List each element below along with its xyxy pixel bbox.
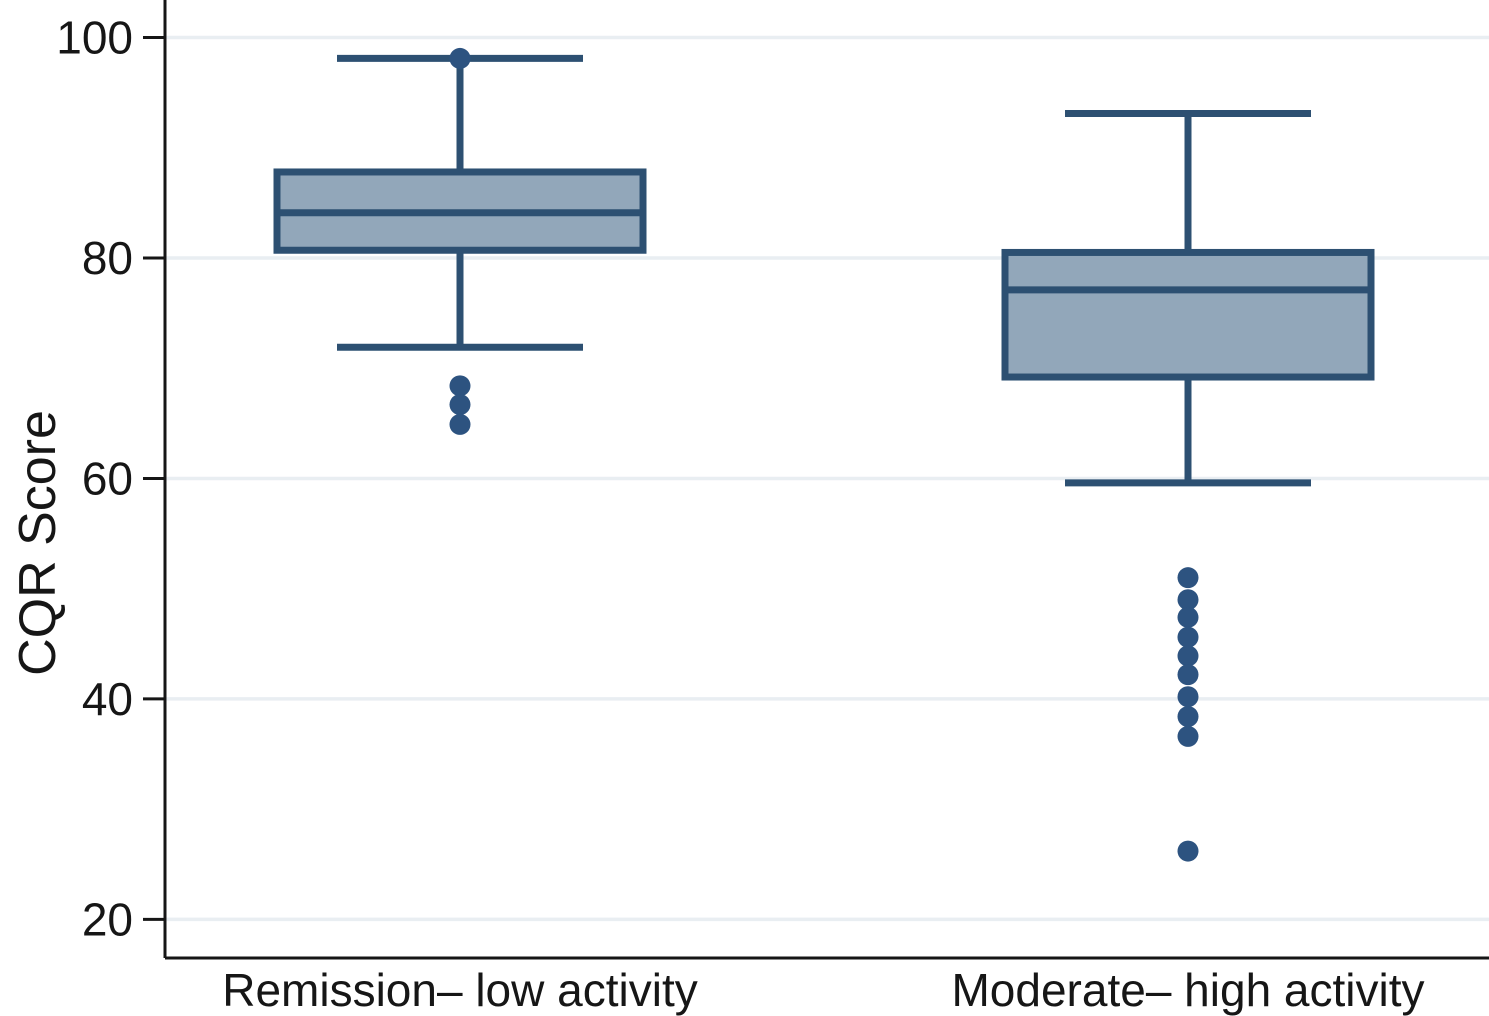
outlier-dot-1-4 [1177, 645, 1199, 667]
outlier-dot-1-5 [1177, 664, 1199, 686]
y-tick-label-80: 80 [82, 232, 133, 284]
outlier-dot-1-8 [1177, 725, 1199, 747]
y-tick-label-20: 20 [82, 893, 133, 945]
outlier-dot-0-2 [449, 394, 471, 416]
outlier-dot-0-3 [449, 413, 471, 435]
x-category-label-0: Remission– low activity [222, 964, 697, 1016]
outlier-dot-1-3 [1177, 626, 1199, 648]
outlier-dot-0-0 [449, 47, 471, 69]
outlier-dot-1-7 [1177, 706, 1199, 728]
x-category-label-1: Moderate– high activity [951, 964, 1424, 1016]
outlier-dot-1-6 [1177, 686, 1199, 708]
outlier-dot-1-2 [1177, 606, 1199, 628]
y-tick-label-60: 60 [82, 452, 133, 504]
outlier-dot-0-1 [449, 375, 471, 397]
outlier-dot-1-9 [1177, 840, 1199, 862]
y-tick-label-100: 100 [56, 11, 133, 63]
outlier-dot-1-1 [1177, 589, 1199, 611]
outlier-dot-1-0 [1177, 567, 1199, 589]
y-axis-title: CQR Score [9, 410, 67, 676]
iqr-box-1 [1001, 248, 1375, 381]
y-tick-label-40: 40 [82, 673, 133, 725]
